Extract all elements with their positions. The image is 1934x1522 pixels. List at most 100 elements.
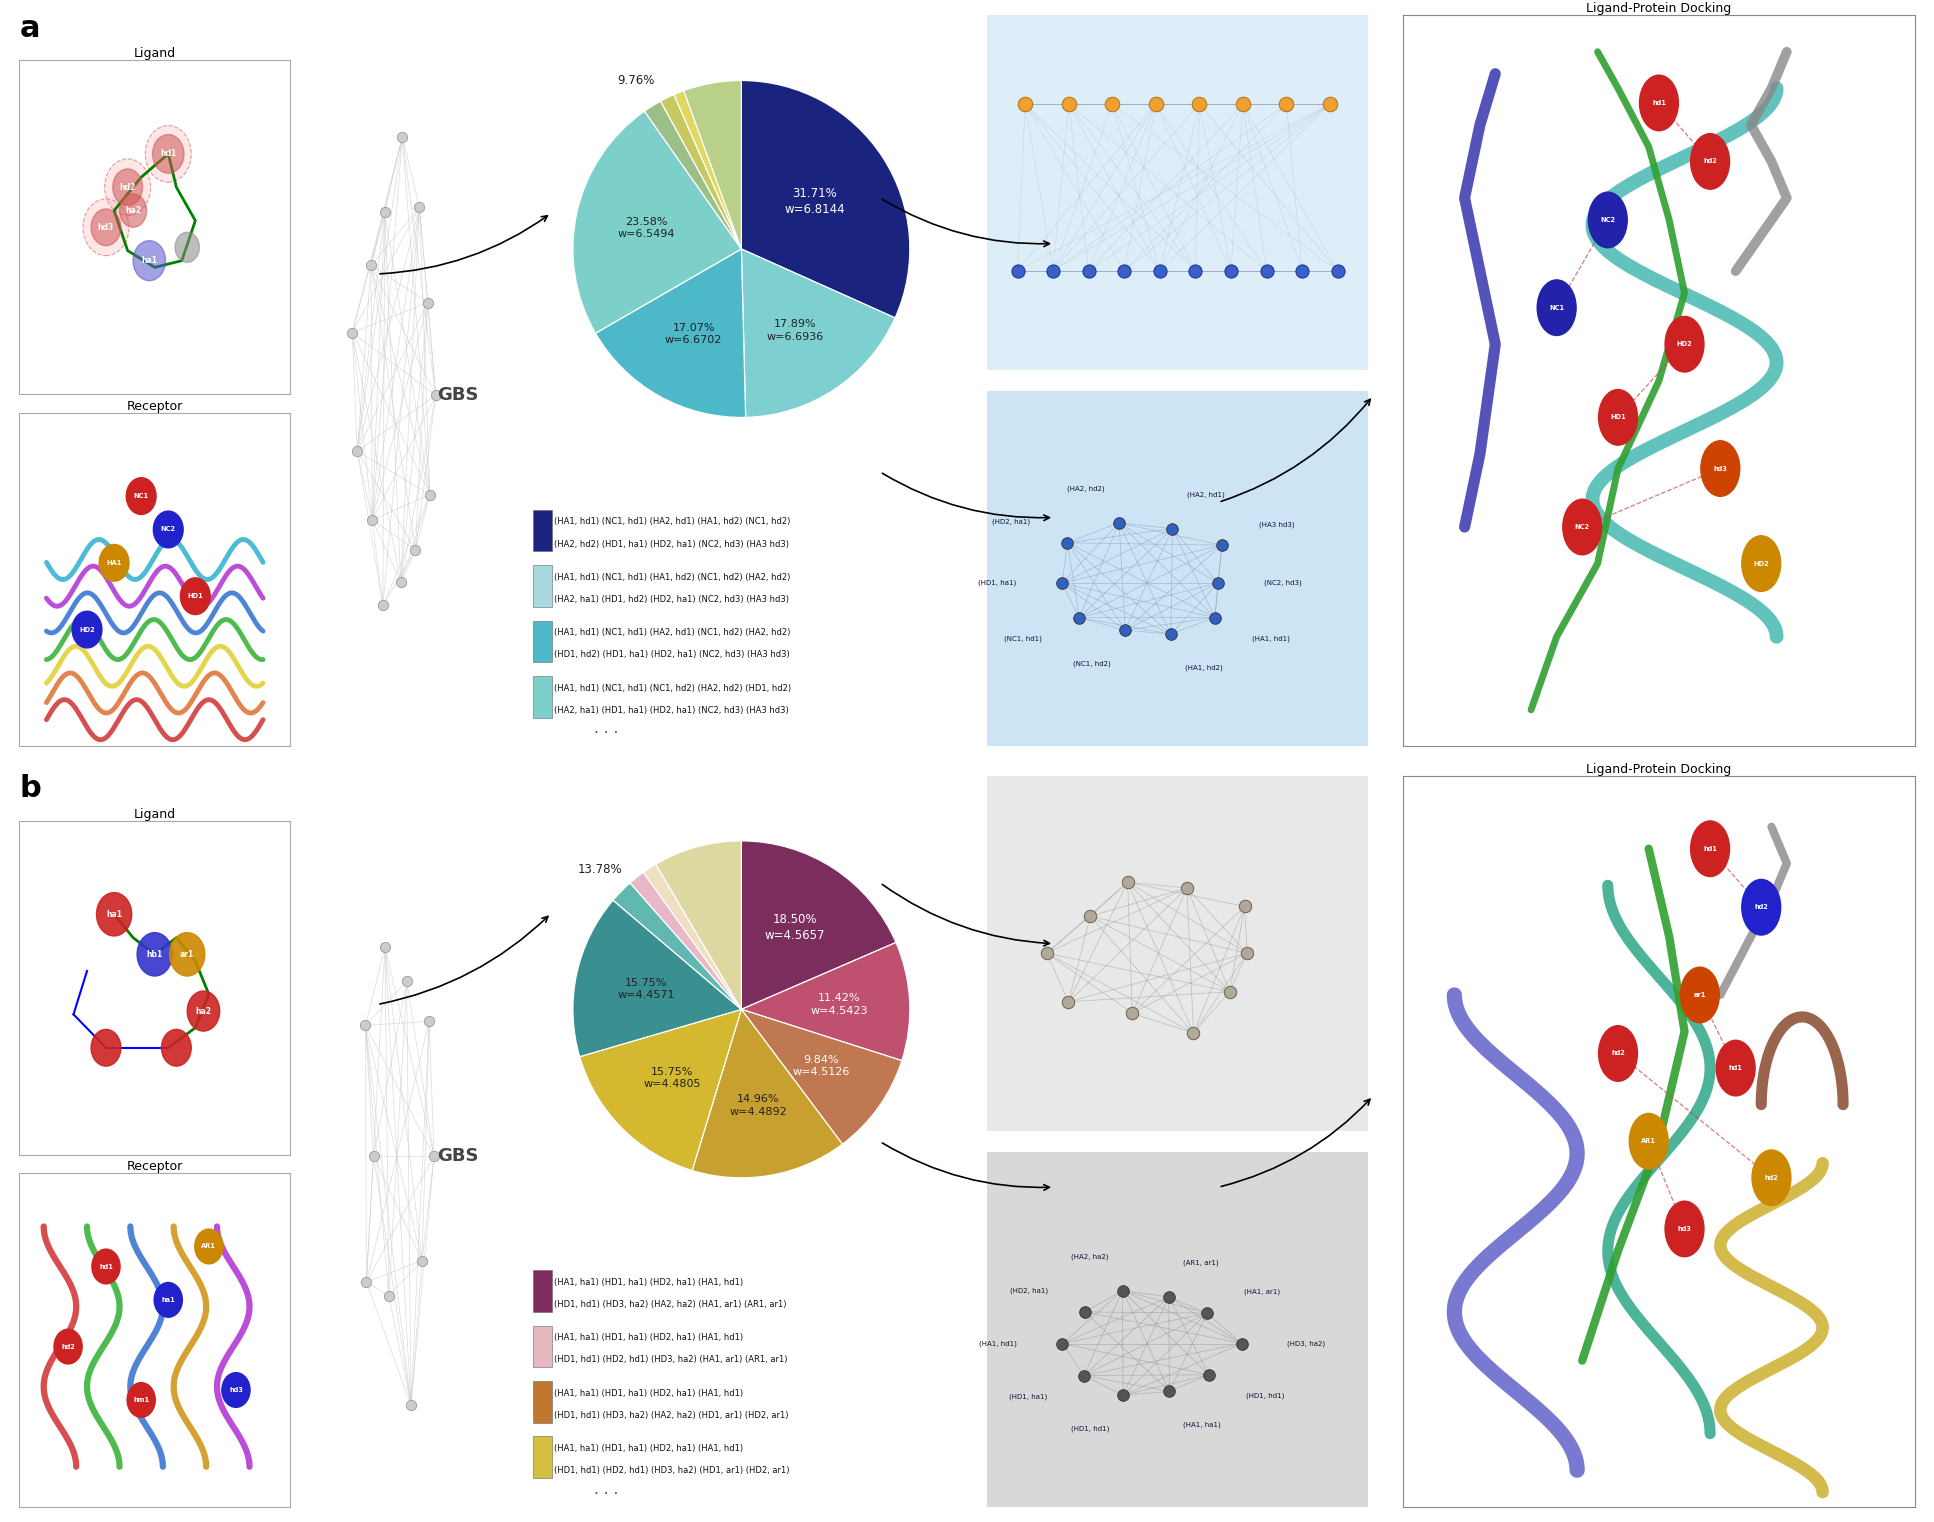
Point (1002, 259, 1033, 283)
Point (1251, 259, 1282, 283)
Wedge shape (596, 250, 747, 417)
Circle shape (1752, 1151, 1791, 1205)
Text: (HA1, ha1) (HD1, ha1) (HD2, ha1) (HA1, hd1): (HA1, ha1) (HD1, ha1) (HD2, ha1) (HA1, h… (553, 1388, 743, 1397)
Text: · · ·: · · · (594, 1487, 619, 1502)
Point (1116, 1001, 1147, 1026)
Bar (534, 1271, 551, 1312)
Wedge shape (656, 840, 741, 1009)
Point (1108, 1383, 1139, 1408)
Wedge shape (741, 81, 909, 318)
Text: hd1: hd1 (1704, 846, 1717, 852)
Circle shape (137, 933, 172, 976)
Circle shape (1538, 280, 1576, 335)
Circle shape (99, 545, 130, 581)
Text: (HA2, hd1): (HA2, hd1) (1187, 492, 1224, 498)
Point (1172, 875, 1203, 900)
Circle shape (1743, 536, 1781, 592)
Wedge shape (685, 81, 741, 250)
Point (1141, 91, 1172, 116)
Circle shape (120, 193, 147, 227)
Text: (HA1, hd1) (NC1, hd1) (HA1, hd2) (NC1, hd2) (HA2, hd2): (HA1, hd1) (NC1, hd1) (HA1, hd2) (NC1, h… (553, 572, 791, 581)
Bar (534, 1326, 551, 1367)
Point (369, 199, 400, 224)
Text: ar1: ar1 (180, 950, 193, 959)
Text: hd2: hd2 (1611, 1050, 1625, 1056)
Text: (HA1, hd1) (NC1, hd1) (HA2, hd1) (HA1, hd2) (NC1, hd2): (HA1, hd1) (NC1, hd1) (HA2, hd1) (HA1, h… (553, 517, 791, 527)
Text: 11.42%
w=4.5423: 11.42% w=4.5423 (810, 994, 868, 1015)
Text: NC2: NC2 (161, 527, 176, 533)
Text: (HA1, hd1) (NC1, hd1) (HA2, hd1) (NC1, hd2) (HA2, hd2): (HA1, hd1) (NC1, hd1) (HA2, hd1) (NC1, h… (553, 629, 791, 638)
Point (1178, 1021, 1209, 1046)
Circle shape (1563, 499, 1601, 556)
Text: (HD3, ha2): (HD3, ha2) (1288, 1341, 1325, 1347)
Circle shape (133, 240, 166, 280)
Point (404, 195, 435, 219)
Circle shape (1665, 1201, 1704, 1257)
Wedge shape (613, 883, 741, 1009)
Text: hd2: hd2 (1764, 1175, 1779, 1181)
Text: hd2: hd2 (120, 183, 135, 192)
Point (1193, 1362, 1224, 1387)
Text: ha1: ha1 (106, 910, 122, 919)
Text: GBS: GBS (437, 387, 480, 405)
Circle shape (1690, 134, 1729, 189)
Point (1052, 531, 1083, 556)
Bar (534, 1437, 551, 1478)
Text: (HA1, ar1): (HA1, ar1) (1244, 1289, 1280, 1295)
Point (387, 125, 418, 149)
Circle shape (145, 125, 191, 183)
Text: 18.50%
w=4.5657: 18.50% w=4.5657 (764, 913, 826, 942)
Point (1184, 91, 1215, 116)
Text: 17.89%
w=6.6936: 17.89% w=6.6936 (768, 320, 824, 341)
Text: a: a (19, 14, 41, 43)
Circle shape (1743, 880, 1781, 935)
Point (350, 1014, 381, 1038)
Text: (HD1, hd1): (HD1, hd1) (1245, 1393, 1284, 1399)
Point (1286, 259, 1317, 283)
Text: 9.84%
w=4.5126: 9.84% w=4.5126 (793, 1055, 849, 1078)
Text: HD2: HD2 (1754, 560, 1770, 566)
Text: (NC1, hd2): (NC1, hd2) (1073, 661, 1112, 667)
Circle shape (1640, 75, 1679, 131)
Text: (HD1, hd1) (HD3, ha2) (HA2, ha2) (HD1, ar1) (HD2, ar1): (HD1, hd1) (HD3, ha2) (HA2, ha2) (HD1, a… (553, 1411, 789, 1420)
Text: hd3: hd3 (1677, 1225, 1692, 1231)
Text: (HA1, ha1) (HD1, ha1) (HD2, ha1) (HA1, hd1): (HA1, ha1) (HD1, ha1) (HD2, ha1) (HA1, h… (553, 1444, 743, 1454)
Text: (HA2, hd2) (HD1, ha1) (HD2, ha1) (NC2, hd3) (HA3 hd3): (HA2, hd2) (HD1, ha1) (HD2, ha1) (NC2, h… (553, 540, 789, 548)
Wedge shape (572, 111, 741, 333)
Circle shape (170, 933, 205, 976)
Text: (HA1, hd2): (HA1, hd2) (1186, 665, 1222, 671)
Text: hd2: hd2 (1754, 904, 1768, 910)
Point (367, 594, 398, 618)
Title: Receptor: Receptor (126, 400, 184, 412)
Point (1228, 91, 1259, 116)
Text: 15.75%
w=4.4805: 15.75% w=4.4805 (644, 1067, 700, 1090)
Text: HD1: HD1 (1611, 414, 1626, 420)
Text: 17.07%
w=6.6702: 17.07% w=6.6702 (665, 323, 721, 345)
Point (1215, 259, 1245, 283)
Text: (AR1, ar1): (AR1, ar1) (1184, 1260, 1218, 1266)
Text: hd1: hd1 (1729, 1065, 1743, 1071)
Circle shape (93, 1250, 120, 1285)
Text: ha1: ha1 (141, 256, 157, 265)
Point (356, 253, 387, 277)
Point (414, 482, 445, 507)
Text: ha1: ha1 (161, 1297, 176, 1303)
Wedge shape (692, 1009, 843, 1178)
Text: NC1: NC1 (1549, 304, 1565, 310)
Point (1232, 941, 1263, 965)
Text: ha2: ha2 (126, 205, 141, 215)
Point (1323, 259, 1354, 283)
Text: 23.58%
w=6.5494: 23.58% w=6.5494 (617, 216, 675, 239)
Wedge shape (580, 1009, 741, 1170)
Point (1230, 895, 1261, 919)
Point (400, 537, 431, 562)
Wedge shape (644, 100, 741, 250)
Point (1203, 571, 1234, 595)
Text: (HA2, ha1) (HD1, ha1) (HD2, ha1) (NC2, hd3) (HA3 hd3): (HA2, ha1) (HD1, ha1) (HD2, ha1) (NC2, h… (553, 706, 789, 715)
Circle shape (1715, 1041, 1754, 1096)
Text: hb1: hb1 (147, 950, 162, 959)
Circle shape (1599, 1026, 1638, 1081)
Point (1052, 989, 1083, 1014)
Text: (HD1, hd1) (HD3, ha2) (HA2, ha2) (HA1, ar1) (AR1, ar1): (HD1, hd1) (HD3, ha2) (HA2, ha2) (HA1, a… (553, 1300, 787, 1309)
Circle shape (54, 1329, 81, 1364)
